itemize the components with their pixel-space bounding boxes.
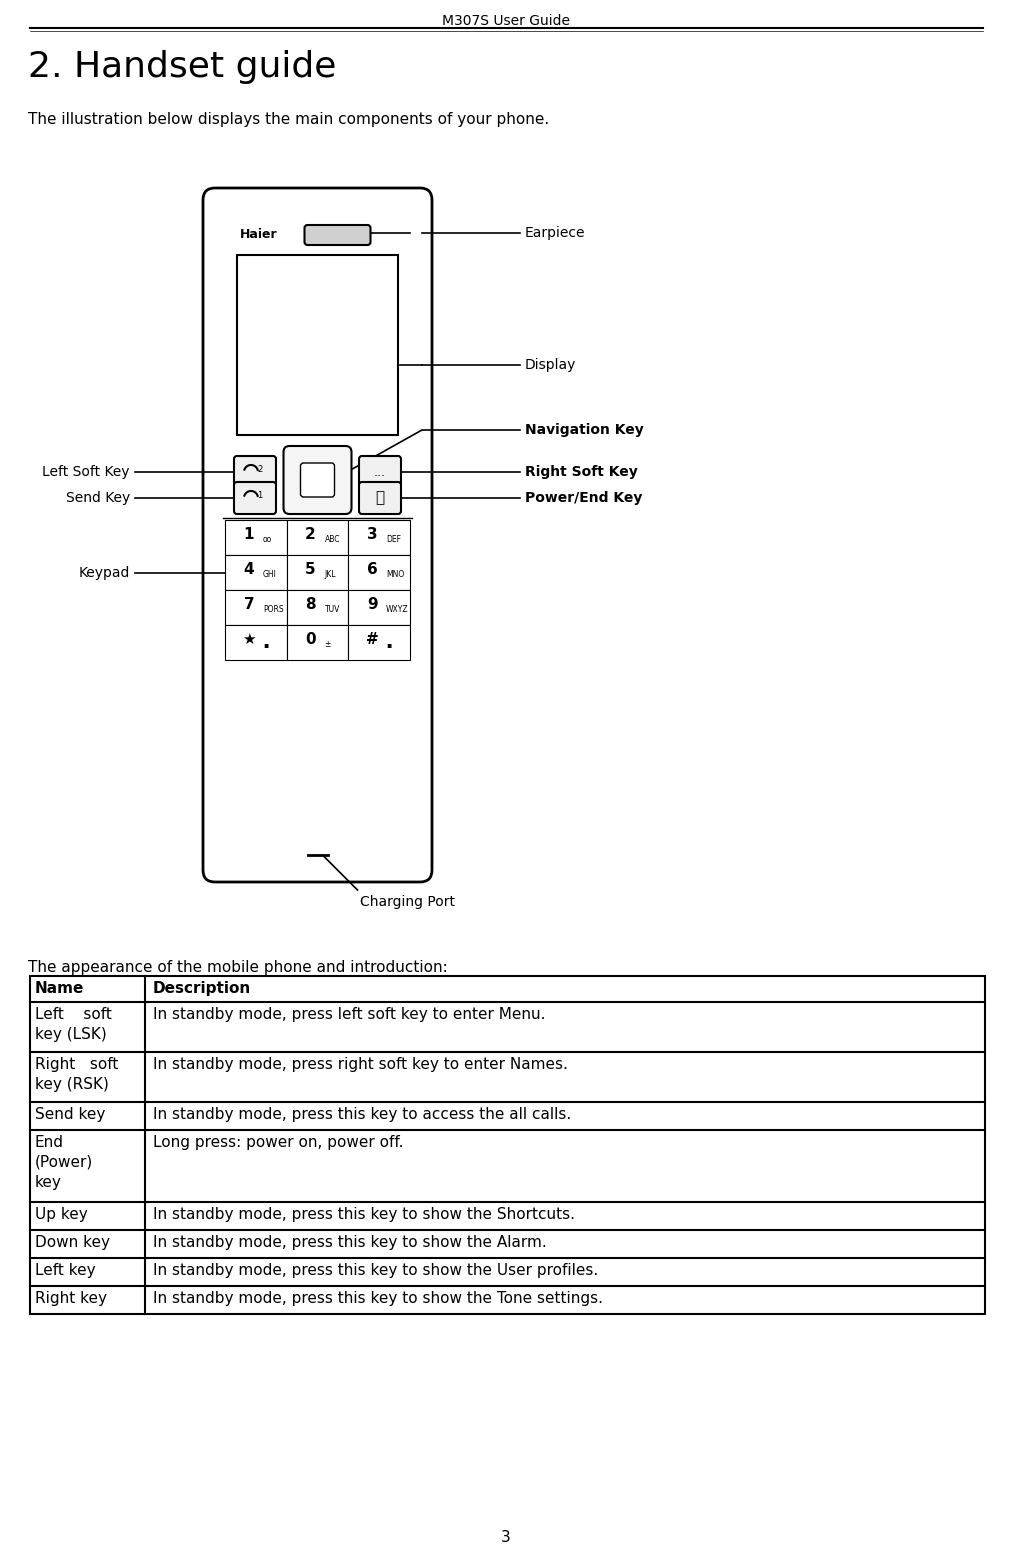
Text: 3: 3 — [367, 527, 378, 542]
Text: Left Soft Key: Left Soft Key — [43, 465, 130, 479]
Text: In standby mode, press this key to access the all calls.: In standby mode, press this key to acces… — [153, 1106, 571, 1122]
Text: 2: 2 — [257, 466, 262, 474]
Text: 3: 3 — [501, 1531, 511, 1545]
Text: Description: Description — [153, 981, 251, 996]
Text: 7: 7 — [243, 597, 254, 612]
Bar — [287, 625, 348, 660]
Text: In standby mode, press left soft key to enter Menu.: In standby mode, press left soft key to … — [153, 1007, 545, 1023]
Text: Charging Port: Charging Port — [361, 895, 456, 909]
Text: 8: 8 — [305, 597, 316, 612]
Text: Down key: Down key — [35, 1235, 110, 1249]
Bar — [30, 976, 985, 1315]
FancyBboxPatch shape — [284, 446, 352, 514]
Text: 4: 4 — [243, 563, 254, 577]
Text: Long press: power on, power off.: Long press: power on, power off. — [153, 1134, 403, 1150]
Text: ★: ★ — [242, 632, 255, 646]
Bar — [348, 555, 410, 591]
Text: Display: Display — [525, 357, 576, 371]
Text: In standby mode, press this key to show the Tone settings.: In standby mode, press this key to show … — [153, 1291, 603, 1305]
Text: 1: 1 — [243, 527, 254, 542]
Text: oo: oo — [262, 535, 272, 544]
Text: Left    soft
key (LSK): Left soft key (LSK) — [35, 1007, 111, 1041]
Text: The illustration below displays the main components of your phone.: The illustration below displays the main… — [28, 112, 549, 127]
FancyBboxPatch shape — [234, 482, 276, 514]
Text: PORS: PORS — [262, 605, 284, 614]
Text: 2. Handset guide: 2. Handset guide — [28, 50, 336, 84]
Text: ABC: ABC — [324, 535, 340, 544]
Text: In standby mode, press this key to show the User profiles.: In standby mode, press this key to show … — [153, 1263, 599, 1277]
Text: 0: 0 — [305, 632, 316, 646]
Text: ▪: ▪ — [386, 640, 391, 650]
Text: M307S User Guide: M307S User Guide — [442, 14, 570, 28]
Text: Earpiece: Earpiece — [525, 225, 586, 239]
Text: End
(Power)
key: End (Power) key — [35, 1134, 93, 1190]
Text: In standby mode, press right soft key to enter Names.: In standby mode, press right soft key to… — [153, 1057, 568, 1072]
Bar — [225, 591, 287, 625]
Text: In standby mode, press this key to show the Alarm.: In standby mode, press this key to show … — [153, 1235, 547, 1249]
Bar — [225, 555, 287, 591]
Text: Left key: Left key — [35, 1263, 95, 1277]
Text: Name: Name — [35, 981, 84, 996]
FancyBboxPatch shape — [359, 455, 401, 488]
Text: MNO: MNO — [386, 570, 404, 580]
Bar — [348, 521, 410, 555]
Text: ⓞ: ⓞ — [376, 491, 385, 505]
Text: 5: 5 — [305, 563, 316, 577]
Text: Right key: Right key — [35, 1291, 107, 1305]
Text: Send key: Send key — [35, 1106, 105, 1122]
Text: Haier: Haier — [240, 228, 278, 241]
Bar — [348, 591, 410, 625]
Text: Send Key: Send Key — [66, 491, 130, 505]
Text: Up key: Up key — [35, 1207, 88, 1221]
Text: WXYZ: WXYZ — [386, 605, 409, 614]
Text: #: # — [366, 632, 379, 646]
Text: ▪: ▪ — [262, 640, 268, 650]
FancyBboxPatch shape — [359, 482, 401, 514]
Text: The appearance of the mobile phone and introduction:: The appearance of the mobile phone and i… — [28, 960, 448, 974]
Text: 6: 6 — [367, 563, 378, 577]
Text: Right   soft
key (RSK): Right soft key (RSK) — [35, 1057, 119, 1092]
Text: TUV: TUV — [324, 605, 340, 614]
Bar — [225, 625, 287, 660]
Text: Keypad: Keypad — [79, 566, 130, 580]
Text: DEF: DEF — [386, 535, 401, 544]
Text: Navigation Key: Navigation Key — [525, 423, 643, 437]
Text: 1: 1 — [257, 491, 262, 500]
FancyBboxPatch shape — [301, 463, 334, 497]
Text: JKL: JKL — [324, 570, 336, 580]
FancyBboxPatch shape — [305, 225, 371, 246]
FancyBboxPatch shape — [234, 455, 276, 488]
Text: Power/End Key: Power/End Key — [525, 491, 642, 505]
Bar — [348, 625, 410, 660]
Bar — [237, 255, 398, 435]
Text: 9: 9 — [367, 597, 378, 612]
Text: ...: ... — [374, 466, 386, 479]
Text: Right Soft Key: Right Soft Key — [525, 465, 638, 479]
Text: 2: 2 — [305, 527, 316, 542]
Bar — [287, 555, 348, 591]
Bar — [225, 521, 287, 555]
Bar — [287, 521, 348, 555]
Text: ±: ± — [324, 640, 331, 650]
Text: In standby mode, press this key to show the Shortcuts.: In standby mode, press this key to show … — [153, 1207, 575, 1221]
FancyBboxPatch shape — [203, 188, 432, 883]
Text: GHI: GHI — [262, 570, 277, 580]
Bar — [287, 591, 348, 625]
